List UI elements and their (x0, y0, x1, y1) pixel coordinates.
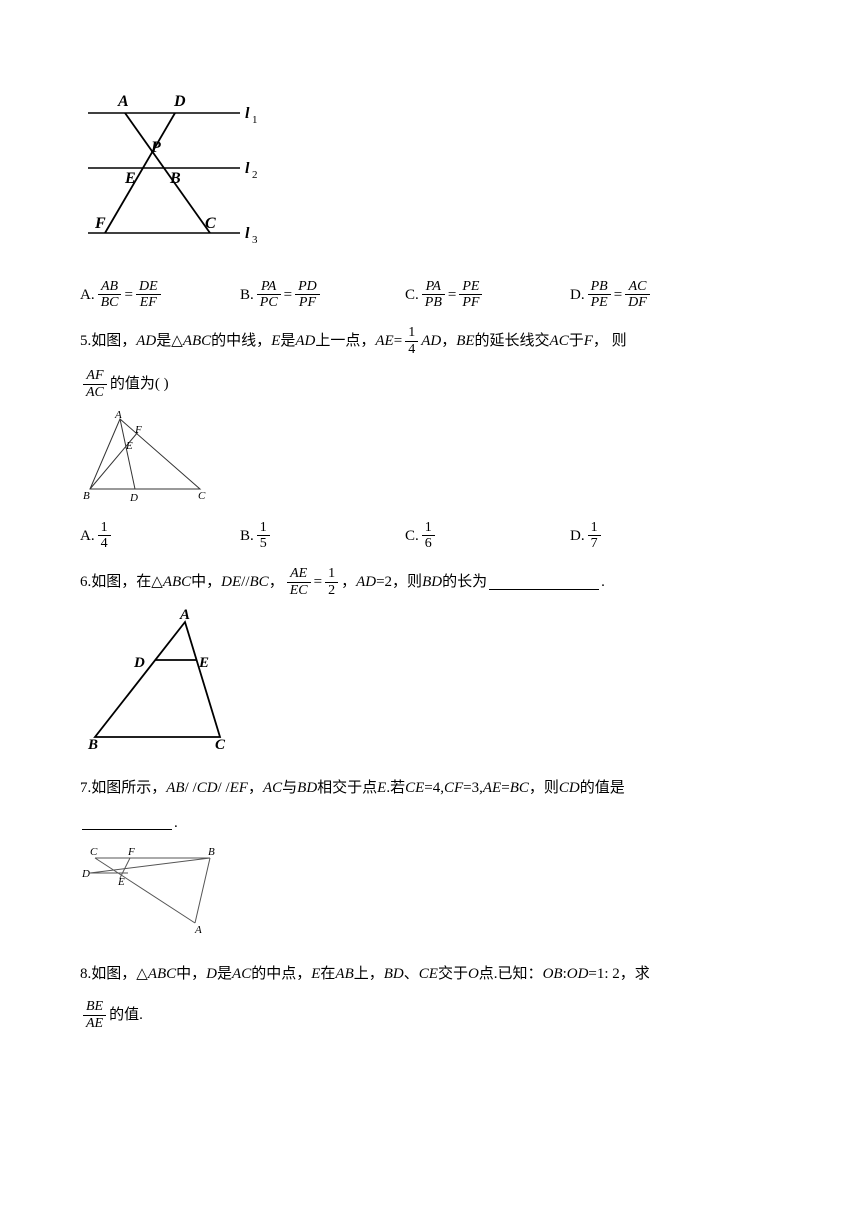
svg-text:C: C (205, 215, 216, 232)
svg-text:A: A (114, 409, 122, 421)
option-prefix: D. (570, 283, 585, 307)
q7-text: 7. 如图所示， AB / /CD / /EF ， AC 与 BD 相交于点 E… (80, 772, 765, 805)
q5-option-c: C. 16 (405, 520, 570, 552)
q5-text: 5. 如图， AD 是 △ABC 的中线， E 是 AD 上一点， AE = 1… (80, 325, 765, 401)
q6-svg: A D E B C (80, 607, 240, 752)
svg-text:B: B (169, 170, 181, 187)
q4-svg: A D P E B F C l1 l2 l3 (80, 83, 280, 263)
svg-text:E: E (117, 876, 125, 888)
svg-text:D: D (173, 93, 186, 110)
q4-option-d: D. PBPE = ACDF (570, 279, 653, 311)
svg-text:D: D (133, 655, 145, 671)
svg-text:F: F (127, 846, 135, 858)
svg-text:A: A (194, 924, 202, 936)
q4-option-b: B. PAPC = PDPF (240, 279, 405, 311)
svg-text:3: 3 (252, 234, 258, 246)
q5-option-d: D. 17 (570, 520, 604, 552)
svg-text:B: B (83, 490, 90, 502)
svg-text:E: E (124, 170, 136, 187)
svg-text:F: F (94, 215, 106, 232)
q7-svg: C F B D E A (80, 843, 240, 938)
option-prefix: C. (405, 283, 419, 307)
svg-text:B: B (87, 737, 98, 752)
q7-figure: C F B D E A (80, 843, 765, 946)
svg-text:D: D (81, 868, 90, 880)
q5-figure: A F E B D C (80, 409, 765, 512)
svg-text:C: C (198, 490, 206, 502)
svg-text:C: C (90, 846, 98, 858)
q6-text: 6. 如图，在 △ABC 中， DE//BC ， AEEC = 12 ， AD … (80, 566, 765, 599)
svg-text:P: P (150, 139, 161, 156)
q4-figure: A D P E B F C l1 l2 l3 (80, 83, 765, 271)
q4-option-a: A. ABBC = DEEF (80, 279, 240, 311)
svg-text:l: l (245, 160, 250, 177)
option-prefix: B. (240, 283, 254, 307)
q6-figure: A D E B C (80, 607, 765, 760)
svg-text:A: A (179, 607, 190, 623)
q4-options: A. ABBC = DEEF B. PAPC = PDPF C. PAPB = … (80, 279, 765, 311)
q5-options: A. 14 B. 15 C. 16 D. 17 (80, 520, 765, 552)
q5-option-b: B. 15 (240, 520, 405, 552)
svg-text:F: F (134, 424, 142, 436)
svg-text:D: D (129, 492, 138, 504)
svg-text:C: C (215, 737, 226, 752)
svg-text:E: E (125, 440, 133, 452)
svg-text:B: B (208, 846, 215, 858)
blank-answer (489, 575, 599, 590)
svg-text:E: E (198, 655, 209, 671)
q4-option-c: C. PAPB = PEPF (405, 279, 570, 311)
option-prefix: A. (80, 283, 95, 307)
q5-option-a: A. 14 (80, 520, 240, 552)
svg-text:A: A (117, 93, 129, 110)
svg-text:l: l (245, 105, 250, 122)
svg-text:1: 1 (252, 114, 258, 126)
blank-answer (82, 815, 172, 830)
q5-svg: A F E B D C (80, 409, 210, 504)
q7-blank-line: . (80, 811, 765, 835)
svg-text:l: l (245, 225, 250, 242)
q8-text: 8. 如图， △ABC 中， D 是 AC 的中点， E 在 AB 上， BD … (80, 958, 765, 1032)
svg-text:2: 2 (252, 169, 258, 181)
